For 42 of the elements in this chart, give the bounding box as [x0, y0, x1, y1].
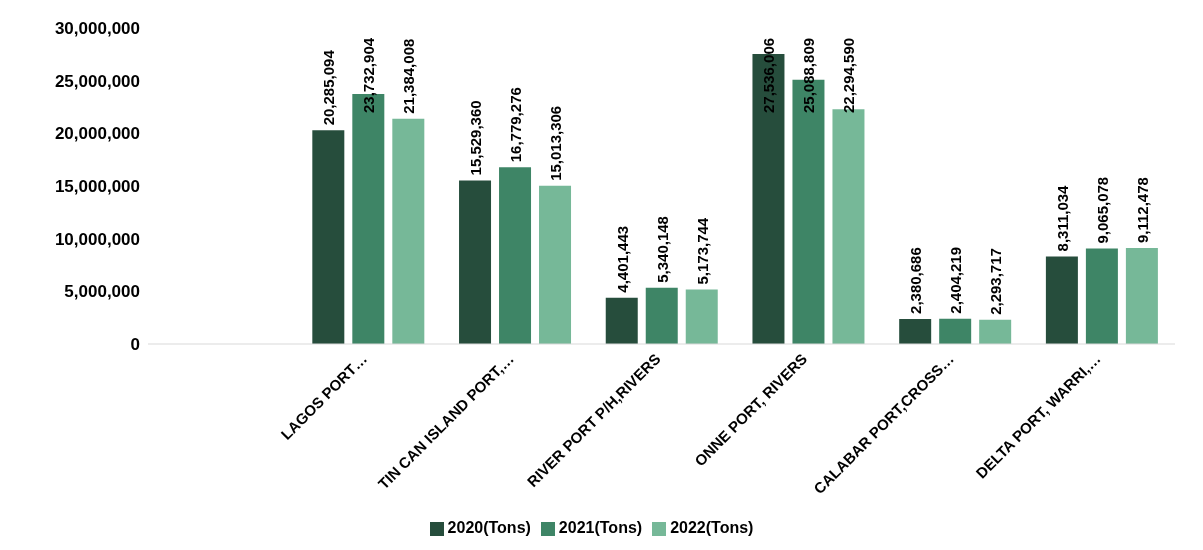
data-label: 20,285,094	[320, 49, 338, 126]
bar	[1125, 248, 1158, 344]
data-label: 21,384,008	[400, 38, 418, 114]
y-tick-label: 0	[130, 335, 140, 355]
data-label: 2,404,219	[947, 246, 965, 314]
y-tick-label: 10,000,000	[54, 229, 140, 249]
y-tick-label: 5,000,000	[64, 282, 140, 302]
y-tick-label: 25,000,000	[54, 71, 140, 91]
legend-label: 2022(Tons)	[670, 519, 754, 536]
y-tick-label: 20,000,000	[54, 124, 140, 144]
bar	[312, 130, 345, 344]
data-label: 25,088,809	[800, 37, 818, 113]
data-label: 8,311,034	[1053, 184, 1071, 252]
data-label: 27,536,006	[760, 37, 778, 113]
bar	[899, 318, 932, 344]
data-label: 4,401,443	[613, 225, 631, 293]
bar	[979, 319, 1012, 344]
bar	[539, 185, 572, 344]
y-tick-label: 15,000,000	[54, 177, 140, 197]
data-label: 23,732,904	[360, 37, 378, 113]
legend-label: 2020(Tons)	[447, 519, 531, 536]
data-label: 9,112,478	[1133, 177, 1151, 244]
bar	[1045, 256, 1078, 344]
data-label: 16,779,276	[507, 87, 525, 163]
bar	[392, 118, 425, 344]
legend-label: 2021(Tons)	[558, 519, 643, 536]
data-label: 9,065,078	[1093, 176, 1111, 244]
bar	[645, 287, 678, 344]
bar	[499, 167, 532, 344]
y-tick-label: 30,000,000	[54, 19, 140, 39]
data-label: 15,529,360	[467, 100, 485, 176]
data-label: 5,173,744	[693, 217, 711, 285]
data-label: 2,293,717	[987, 248, 1005, 315]
data-label: 22,294,590	[840, 37, 858, 113]
bar	[1085, 248, 1118, 344]
bar	[459, 180, 492, 344]
bar	[939, 318, 972, 344]
data-label: 15,013,306	[547, 105, 565, 181]
data-label: 2,380,686	[907, 247, 925, 314]
bar	[605, 297, 638, 344]
bar	[685, 289, 718, 344]
data-label: 5,340,148	[653, 216, 671, 283]
